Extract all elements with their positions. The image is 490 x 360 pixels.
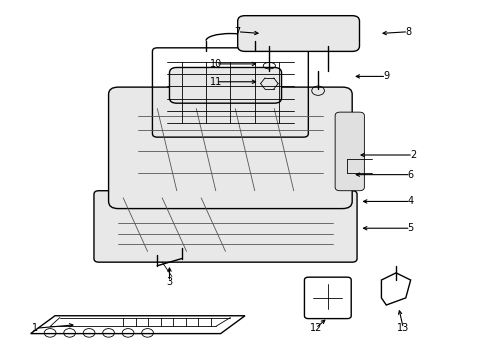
Text: 7: 7: [235, 27, 241, 37]
Text: 2: 2: [410, 150, 416, 160]
FancyBboxPatch shape: [94, 191, 357, 262]
FancyBboxPatch shape: [335, 112, 365, 191]
Text: 9: 9: [383, 71, 390, 81]
Text: 13: 13: [397, 323, 410, 333]
Text: 6: 6: [408, 170, 414, 180]
Text: 12: 12: [310, 323, 322, 333]
Text: 5: 5: [408, 223, 414, 233]
FancyBboxPatch shape: [170, 67, 282, 103]
FancyBboxPatch shape: [238, 16, 360, 51]
Text: 3: 3: [167, 277, 172, 287]
Text: 8: 8: [405, 27, 411, 37]
Text: 1: 1: [32, 323, 39, 333]
Text: 4: 4: [408, 197, 414, 206]
Text: 10: 10: [210, 59, 222, 69]
FancyBboxPatch shape: [109, 87, 352, 208]
Text: 11: 11: [210, 77, 222, 87]
